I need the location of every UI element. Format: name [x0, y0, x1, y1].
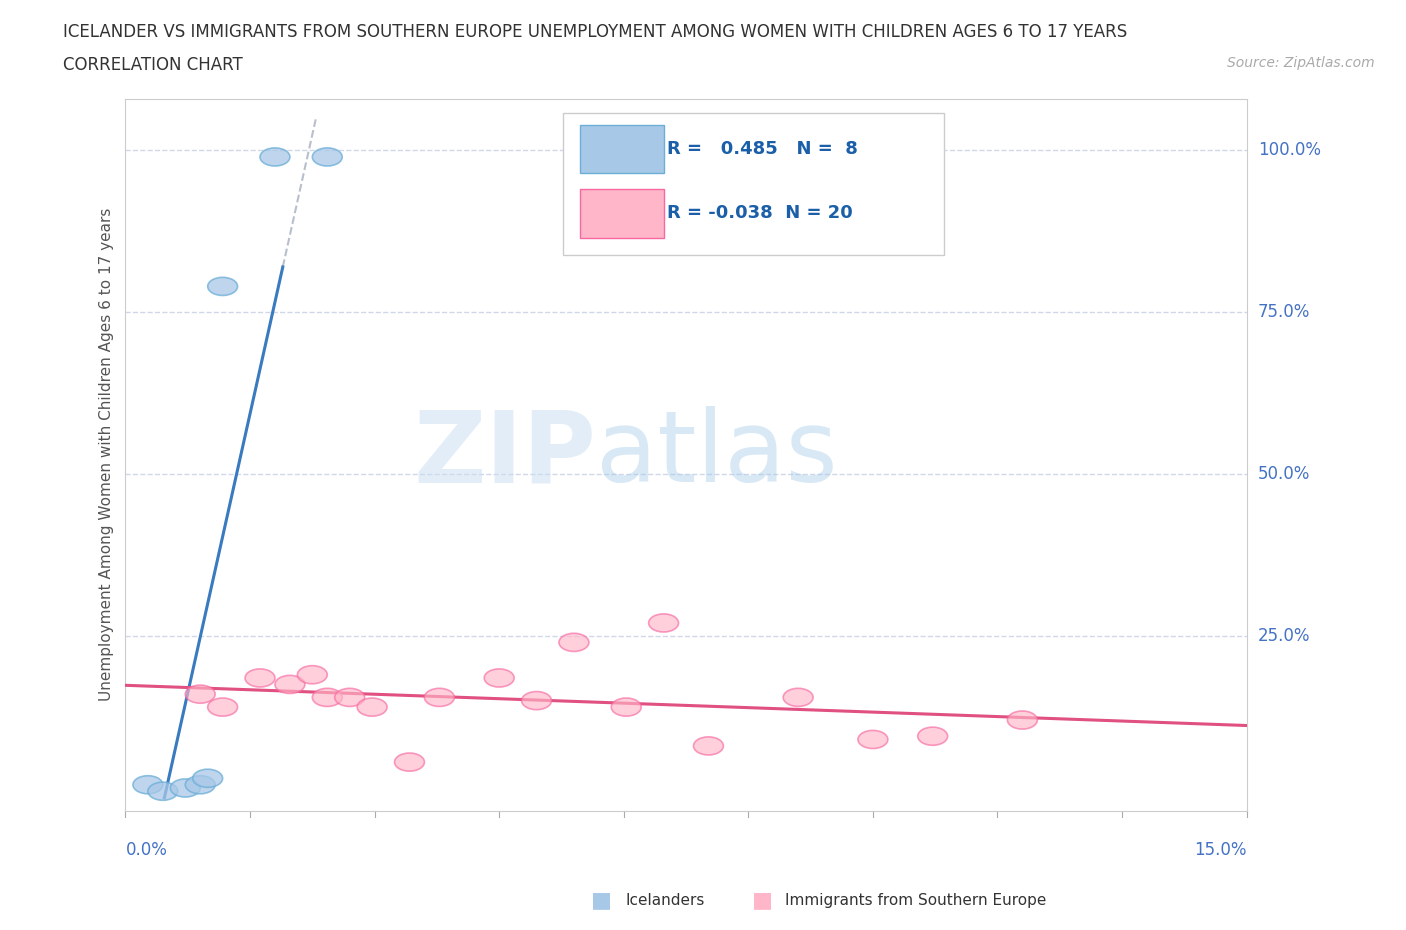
Ellipse shape [260, 148, 290, 166]
Ellipse shape [357, 698, 387, 716]
Text: Icelanders: Icelanders [626, 893, 704, 908]
Text: 50.0%: 50.0% [1258, 465, 1310, 483]
Text: ■: ■ [591, 890, 612, 910]
Ellipse shape [170, 779, 200, 797]
Ellipse shape [186, 776, 215, 794]
FancyBboxPatch shape [562, 113, 943, 256]
Ellipse shape [395, 753, 425, 771]
Ellipse shape [193, 769, 222, 788]
Ellipse shape [186, 685, 215, 703]
FancyBboxPatch shape [579, 189, 664, 237]
Text: Source: ZipAtlas.com: Source: ZipAtlas.com [1227, 56, 1375, 70]
Text: R =   0.485   N =  8: R = 0.485 N = 8 [666, 140, 858, 157]
Text: R = -0.038  N = 20: R = -0.038 N = 20 [666, 204, 852, 221]
Ellipse shape [245, 669, 276, 687]
Text: 0.0%: 0.0% [125, 842, 167, 859]
Ellipse shape [312, 148, 342, 166]
Ellipse shape [208, 698, 238, 716]
Ellipse shape [208, 277, 238, 296]
FancyBboxPatch shape [579, 125, 664, 174]
Ellipse shape [522, 692, 551, 710]
Text: ZIP: ZIP [413, 406, 596, 503]
Ellipse shape [560, 633, 589, 651]
Text: Immigrants from Southern Europe: Immigrants from Southern Europe [785, 893, 1046, 908]
Ellipse shape [484, 669, 515, 687]
Ellipse shape [312, 688, 342, 707]
Ellipse shape [918, 727, 948, 745]
Ellipse shape [148, 782, 177, 801]
Ellipse shape [693, 737, 724, 755]
Text: 15.0%: 15.0% [1194, 842, 1247, 859]
Ellipse shape [425, 688, 454, 707]
Text: 100.0%: 100.0% [1258, 141, 1320, 159]
Ellipse shape [298, 666, 328, 684]
Ellipse shape [134, 776, 163, 794]
Ellipse shape [648, 614, 679, 632]
Text: 25.0%: 25.0% [1258, 627, 1310, 644]
Ellipse shape [783, 688, 813, 707]
Text: 75.0%: 75.0% [1258, 303, 1310, 321]
Y-axis label: Unemployment Among Women with Children Ages 6 to 17 years: Unemployment Among Women with Children A… [100, 208, 114, 701]
Text: atlas: atlas [596, 406, 838, 503]
Ellipse shape [276, 675, 305, 694]
Text: CORRELATION CHART: CORRELATION CHART [63, 56, 243, 73]
Ellipse shape [1008, 711, 1038, 729]
Ellipse shape [612, 698, 641, 716]
Ellipse shape [335, 688, 364, 707]
Text: ■: ■ [752, 890, 773, 910]
Ellipse shape [858, 730, 887, 749]
Text: ICELANDER VS IMMIGRANTS FROM SOUTHERN EUROPE UNEMPLOYMENT AMONG WOMEN WITH CHILD: ICELANDER VS IMMIGRANTS FROM SOUTHERN EU… [63, 23, 1128, 41]
